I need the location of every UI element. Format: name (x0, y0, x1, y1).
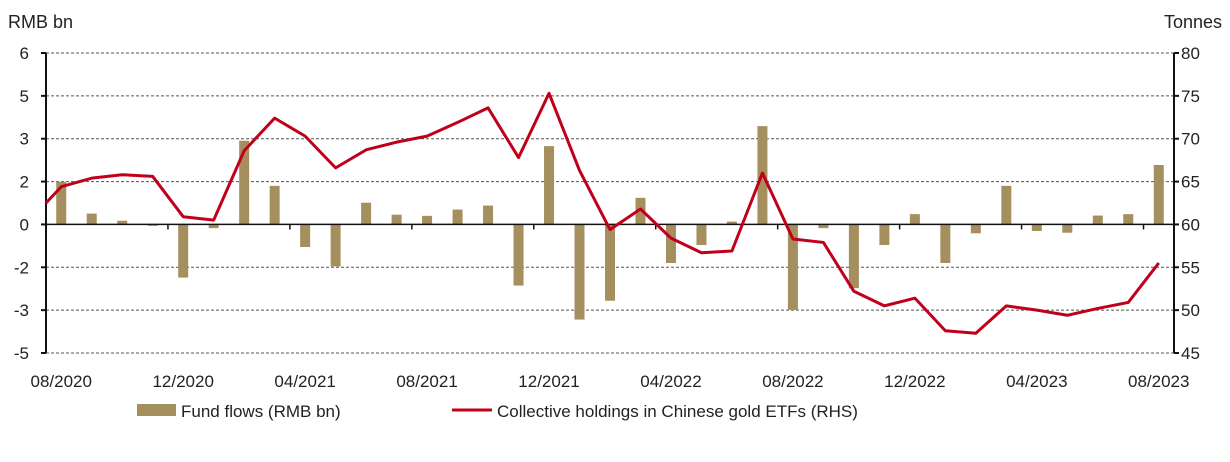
right-axis-title: Tonnes (1164, 12, 1222, 32)
bar-01-2023 (940, 224, 950, 263)
bar-01-2022 (575, 224, 585, 319)
bar-03-2021 (270, 186, 280, 225)
left-tick-label: 6 (20, 44, 29, 63)
bar-10-2022 (849, 224, 859, 288)
bar-04-2023 (1032, 224, 1042, 231)
right-tick-label: 55 (1181, 258, 1200, 277)
x-tick-label: 08/2020 (31, 372, 92, 391)
bar-08-2023 (1154, 165, 1164, 224)
bar-02-2022 (605, 224, 615, 300)
right-tick-label: 80 (1181, 44, 1200, 63)
bar-09-2021 (453, 210, 463, 225)
right-tick-label: 70 (1181, 130, 1200, 149)
bar-04-2021 (300, 224, 310, 247)
bar-03-2023 (1001, 186, 1011, 225)
x-tick-label: 12/2020 (152, 372, 213, 391)
bar-05-2021 (331, 224, 341, 266)
left-tick-label: -5 (14, 344, 29, 363)
left-tick-label: -3 (14, 301, 29, 320)
bar-05-2022 (696, 224, 706, 245)
legend-label-fund-flows: Fund flows (RMB bn) (181, 402, 341, 421)
bar-series (56, 126, 1164, 319)
x-tick-label: 08/2021 (396, 372, 457, 391)
right-tick-label: 45 (1181, 344, 1200, 363)
x-tick-label: 08/2023 (1128, 372, 1189, 391)
bar-09-2020 (87, 214, 97, 225)
bar-12-2022 (910, 214, 920, 224)
right-tick-label: 75 (1181, 87, 1200, 106)
bar-11-2021 (514, 224, 524, 285)
bar-12-2021 (544, 146, 554, 224)
bar-12-2020 (178, 224, 188, 277)
right-tick-label: 50 (1181, 301, 1200, 320)
x-tick-label: 12/2021 (518, 372, 579, 391)
left-tick-label: -2 (14, 258, 29, 277)
bar-11-2022 (879, 224, 889, 245)
etf-holdings-line (46, 93, 1159, 333)
bar-05-2023 (1062, 224, 1072, 232)
bar-06-2023 (1093, 216, 1103, 225)
legend-swatch-fund-flows (137, 404, 176, 416)
bar-06-2021 (361, 203, 371, 225)
x-tick-label: 12/2022 (884, 372, 945, 391)
x-tick-label: 04/2022 (640, 372, 701, 391)
legend: Fund flows (RMB bn) Collective holdings … (137, 402, 858, 421)
bar-10-2021 (483, 206, 493, 225)
bar-02-2023 (971, 224, 981, 233)
right-tick-label: 65 (1181, 173, 1200, 192)
line-series (46, 93, 1159, 333)
left-tick-label: 2 (20, 173, 29, 192)
left-tick-label: 5 (20, 87, 29, 106)
x-tick-label: 08/2022 (762, 372, 823, 391)
bar-07-2023 (1123, 214, 1133, 224)
left-tick-label: 3 (20, 130, 29, 149)
bar-04-2022 (666, 224, 676, 263)
bar-07-2021 (392, 215, 402, 225)
x-tick-label: 04/2021 (274, 372, 335, 391)
right-tick-label: 60 (1181, 215, 1200, 234)
x-tick-label: 04/2023 (1006, 372, 1067, 391)
left-tick-label: 0 (20, 215, 29, 234)
legend-label-etf-holdings: Collective holdings in Chinese gold ETFs… (497, 402, 858, 421)
bar-08-2021 (422, 216, 432, 225)
left-axis-title: RMB bn (8, 12, 73, 32)
